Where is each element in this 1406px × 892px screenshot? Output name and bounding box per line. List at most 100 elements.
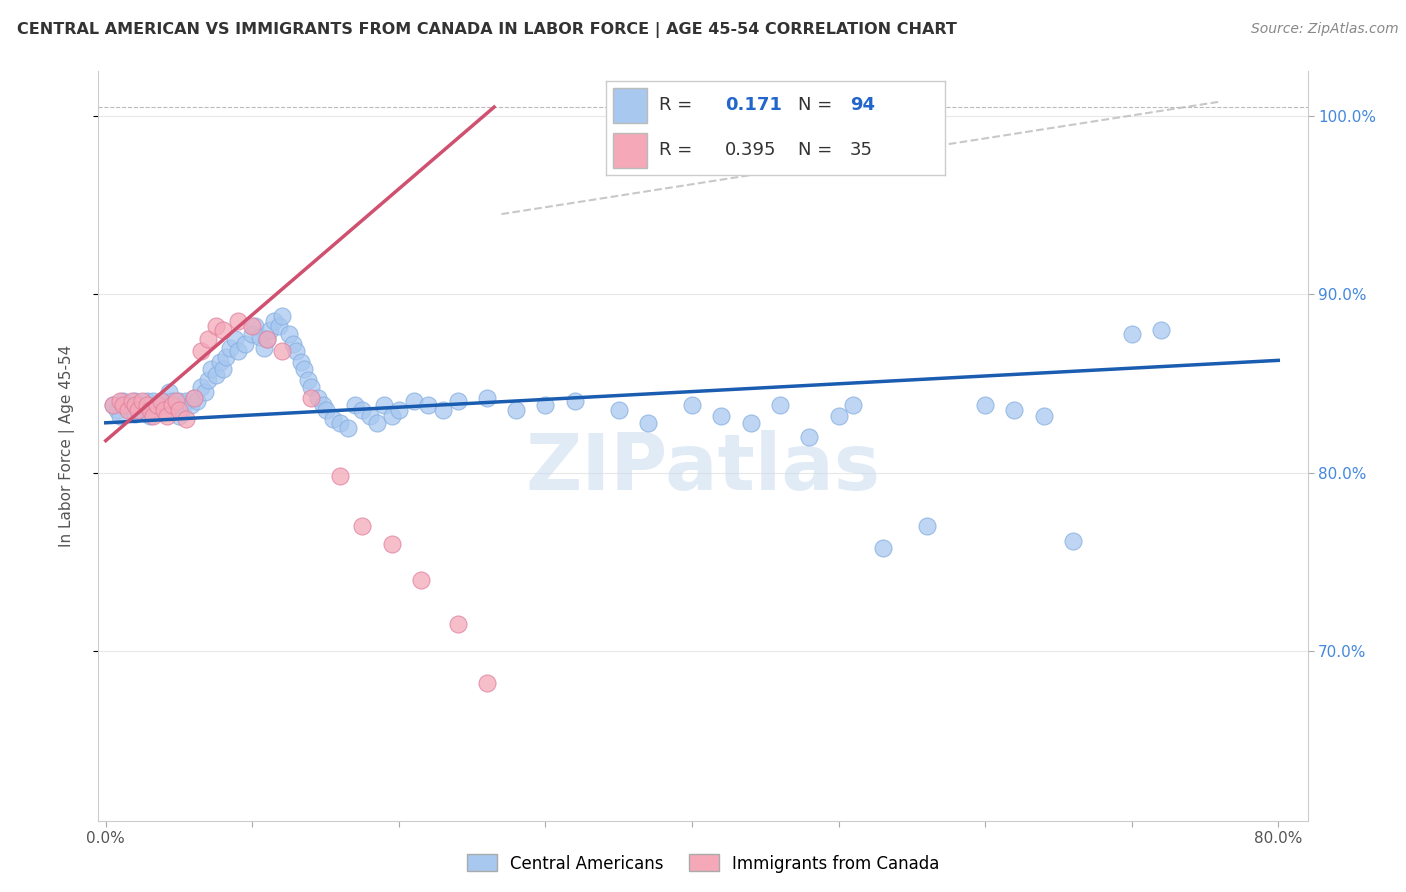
Point — [101, 398, 124, 412]
Point — [285, 344, 308, 359]
Point — [267, 319, 290, 334]
Point — [872, 541, 894, 555]
Point — [167, 394, 190, 409]
Point — [112, 394, 135, 409]
Point — [1150, 323, 1173, 337]
Point — [297, 373, 319, 387]
Point — [1004, 403, 1026, 417]
Point — [373, 398, 395, 412]
Point — [146, 398, 169, 412]
Point — [534, 398, 557, 412]
Point — [135, 398, 157, 412]
Point — [176, 412, 198, 426]
Point — [131, 403, 153, 417]
Point — [219, 341, 242, 355]
Point — [827, 409, 849, 423]
Point — [112, 398, 135, 412]
Point — [138, 398, 160, 412]
Point — [253, 341, 276, 355]
Point — [564, 394, 586, 409]
Point — [299, 391, 322, 405]
Point — [110, 394, 132, 409]
Point — [263, 314, 285, 328]
Point — [329, 469, 352, 483]
Point — [183, 391, 205, 405]
Point — [259, 323, 281, 337]
Point — [336, 421, 359, 435]
Point — [124, 407, 146, 421]
Point — [124, 394, 146, 409]
Text: ZIPatlas: ZIPatlas — [526, 431, 880, 507]
Point — [322, 412, 344, 426]
Point — [200, 362, 222, 376]
Point — [233, 337, 256, 351]
Point — [446, 617, 468, 632]
Point — [343, 398, 366, 412]
Point — [135, 394, 157, 409]
Point — [352, 403, 374, 417]
Point — [107, 403, 129, 417]
Point — [146, 398, 169, 412]
Point — [226, 314, 249, 328]
Point — [167, 403, 190, 417]
Point — [165, 394, 187, 409]
Point — [204, 368, 226, 382]
Point — [388, 403, 411, 417]
Point — [446, 394, 468, 409]
Point — [240, 326, 263, 341]
Point — [110, 409, 132, 423]
Point — [131, 394, 153, 409]
Point — [432, 403, 454, 417]
Point — [204, 319, 226, 334]
Point — [226, 344, 249, 359]
Point — [329, 416, 352, 430]
Point — [170, 403, 193, 417]
Point — [156, 398, 179, 412]
Point — [156, 409, 179, 423]
Point — [165, 398, 187, 412]
Point — [150, 394, 173, 409]
Point — [157, 385, 180, 400]
Text: Source: ZipAtlas.com: Source: ZipAtlas.com — [1251, 22, 1399, 37]
Point — [249, 330, 271, 344]
Point — [1062, 533, 1084, 548]
Point — [380, 409, 402, 423]
Point — [270, 344, 292, 359]
Point — [366, 416, 388, 430]
Point — [307, 391, 329, 405]
Point — [475, 391, 498, 405]
Point — [121, 403, 143, 417]
Point — [186, 394, 208, 409]
Point — [710, 409, 733, 423]
Point — [256, 332, 278, 346]
Point — [167, 409, 190, 423]
Point — [769, 398, 792, 412]
Point — [1032, 409, 1054, 423]
Point — [121, 394, 143, 409]
Point — [278, 326, 301, 341]
Point — [160, 398, 183, 412]
Point — [311, 398, 333, 412]
Point — [842, 398, 865, 412]
Point — [153, 394, 176, 409]
Point — [117, 398, 139, 412]
Point — [292, 362, 315, 376]
Point — [402, 394, 425, 409]
Point — [124, 398, 146, 412]
Point — [142, 394, 165, 409]
Point — [209, 355, 232, 369]
Point — [256, 332, 278, 346]
Point — [212, 323, 235, 337]
Point — [117, 403, 139, 417]
Point — [740, 416, 762, 430]
Point — [150, 403, 173, 417]
Point — [409, 573, 432, 587]
Point — [240, 319, 263, 334]
Point — [176, 394, 198, 409]
Point — [681, 398, 703, 412]
Point — [138, 409, 160, 423]
Point — [283, 337, 305, 351]
Point — [183, 391, 205, 405]
Point — [138, 403, 160, 417]
Point — [194, 385, 217, 400]
